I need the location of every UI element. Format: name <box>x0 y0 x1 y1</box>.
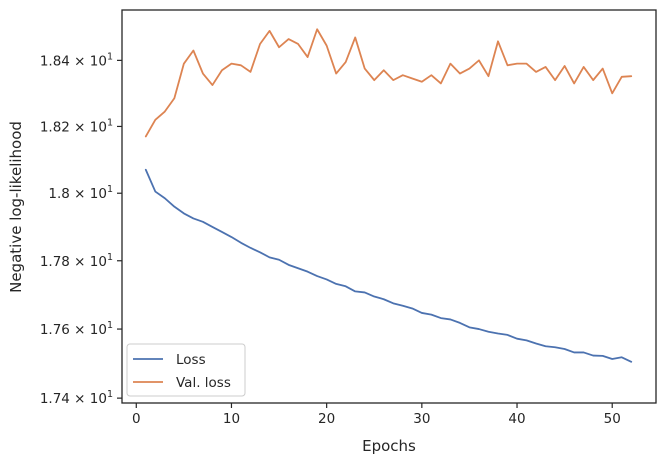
x-tick-label: 20 <box>318 411 335 427</box>
y-tick-mantissa: 1.84 × 10 <box>40 53 107 69</box>
y-tick-mantissa: 1.78 × 10 <box>40 254 107 270</box>
legend-label: Loss <box>176 352 206 368</box>
y-tick-label: 1.82 × 101 <box>40 117 113 135</box>
y-tick-mantissa: 1.74 × 10 <box>40 391 107 407</box>
y-tick-exponent: 1 <box>107 184 113 195</box>
x-tick-label: 40 <box>508 411 525 427</box>
y-axis-label: Negative log-likelihood <box>7 121 25 293</box>
y-tick-exponent: 1 <box>107 252 113 263</box>
y-tick-exponent: 1 <box>107 117 113 128</box>
plot-area <box>121 9 657 404</box>
legend-box <box>126 343 246 397</box>
x-tick-label: 0 <box>132 411 141 427</box>
y-tick-label: 1.74 × 101 <box>40 389 113 407</box>
x-axis: 0 10 20 30 40 50 <box>132 403 621 427</box>
y-tick-label: 1.78 × 101 <box>40 252 113 270</box>
x-axis-label: Epochs <box>362 437 416 455</box>
y-tick-label: 1.8 × 101 <box>48 184 113 202</box>
series-layer <box>144 28 633 363</box>
x-tick-label: 50 <box>604 411 621 427</box>
y-tick-label: 1.76 × 101 <box>40 320 113 338</box>
y-tick-exponent: 1 <box>107 389 113 400</box>
y-tick-exponent: 1 <box>107 320 113 331</box>
y-tick-label: 1.84 × 101 <box>40 51 113 69</box>
series-line-val-loss <box>144 28 633 138</box>
legend: Loss Val. loss <box>126 343 246 397</box>
y-tick-mantissa: 1.76 × 10 <box>40 322 107 338</box>
y-tick-exponent: 1 <box>107 51 113 62</box>
y-tick-mantissa: 1.8 × 10 <box>48 186 107 202</box>
y-tick-mantissa: 1.82 × 10 <box>40 119 107 135</box>
x-tick-label: 30 <box>413 411 430 427</box>
series-line-loss <box>144 168 633 363</box>
x-tick-label: 10 <box>223 411 240 427</box>
legend-label: Val. loss <box>176 375 231 391</box>
